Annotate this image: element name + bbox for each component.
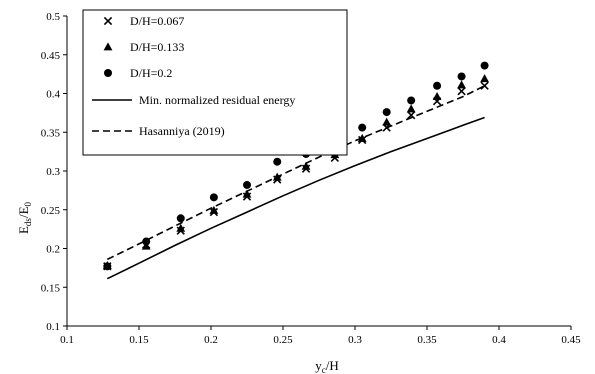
series-line-3 (106, 116, 485, 280)
x-tick-label: 0.2 (204, 334, 218, 346)
data-point-series-2 (433, 81, 442, 90)
y-tick-label: 0.3 (46, 166, 60, 178)
legend-symbols (92, 16, 132, 132)
x-tick-label: 0.45 (561, 334, 581, 346)
data-point-series-1 (141, 241, 151, 250)
data-point-series-0 (457, 87, 466, 96)
data-point-series-1 (272, 172, 282, 181)
x-tick-label: 0.1 (60, 334, 74, 346)
legend-symbol-triangle (103, 42, 113, 51)
y-tick-label: 0.25 (41, 205, 61, 217)
y-axis-title: Eds/E0 (16, 201, 33, 234)
x-tick-label: 0.35 (417, 334, 437, 346)
legend-symbol-x (103, 16, 113, 26)
legend-label-dh-02: D/H=0.2 (130, 66, 172, 80)
data-point-series-2 (480, 61, 489, 70)
data-point-series-1 (242, 189, 252, 198)
data-point-series-2 (142, 237, 151, 246)
data-point-series-0 (406, 111, 416, 120)
legend-label-min-residual: Min. normalized residual energy (139, 93, 295, 107)
x-tick-label: 0.4 (492, 334, 506, 346)
legend-symbol-circle (104, 69, 112, 77)
data-point-series-1 (209, 205, 219, 214)
data-point-series-2 (358, 123, 367, 132)
y-tick-label: 0.5 (46, 11, 60, 23)
legend-label-dh-0133: D/H=0.133 (130, 40, 184, 54)
x-axis-title: yc/H (315, 358, 339, 374)
y-tick-label: 0.2 (46, 244, 60, 256)
legend-label-hasanniya: Hasanniya (2019) (139, 124, 225, 138)
y-tick-label: 0.15 (41, 282, 61, 294)
legend-label-dh-0067: D/H=0.067 (130, 14, 184, 28)
chart-ticks: 0.1 0.15 0.2 0.25 0.3 0.35 0.4 0.45 0.1 0.15 0.2 0.… (41, 11, 581, 346)
data-point-series-2 (176, 214, 185, 223)
y-tick-label: 0.35 (41, 127, 61, 139)
y-tick-label: 0.4 (46, 89, 60, 101)
data-point-series-2 (457, 72, 466, 81)
data-point-series-2 (209, 193, 218, 202)
data-point-series-1 (176, 223, 186, 232)
chart-lines (106, 85, 485, 280)
data-point-series-2 (273, 157, 282, 166)
data-point-series-2 (382, 108, 391, 117)
data-point-series-1 (301, 161, 311, 170)
y-tick-label: 0.45 (41, 50, 61, 62)
x-tick-label: 0.25 (273, 334, 293, 346)
x-tick-label: 0.15 (129, 334, 149, 346)
data-point-series-1 (406, 104, 416, 113)
x-tick-label: 0.3 (348, 334, 362, 346)
series-line-4 (106, 85, 485, 261)
data-point-series-2 (103, 262, 112, 271)
data-point-series-2 (243, 180, 251, 189)
data-point-series-1 (480, 74, 489, 83)
data-point-series-2 (407, 96, 416, 105)
data-point-series-1 (457, 80, 466, 89)
data-point-series-1 (382, 117, 392, 126)
y-tick-label: 0.1 (46, 321, 60, 333)
data-point-series-1 (357, 133, 367, 142)
data-point-series-0 (480, 81, 489, 90)
legend: D/H=0.067 D/H=0.133 D/H=0.2 Min. normali… (82, 9, 348, 156)
data-point-series-1 (432, 92, 442, 100)
